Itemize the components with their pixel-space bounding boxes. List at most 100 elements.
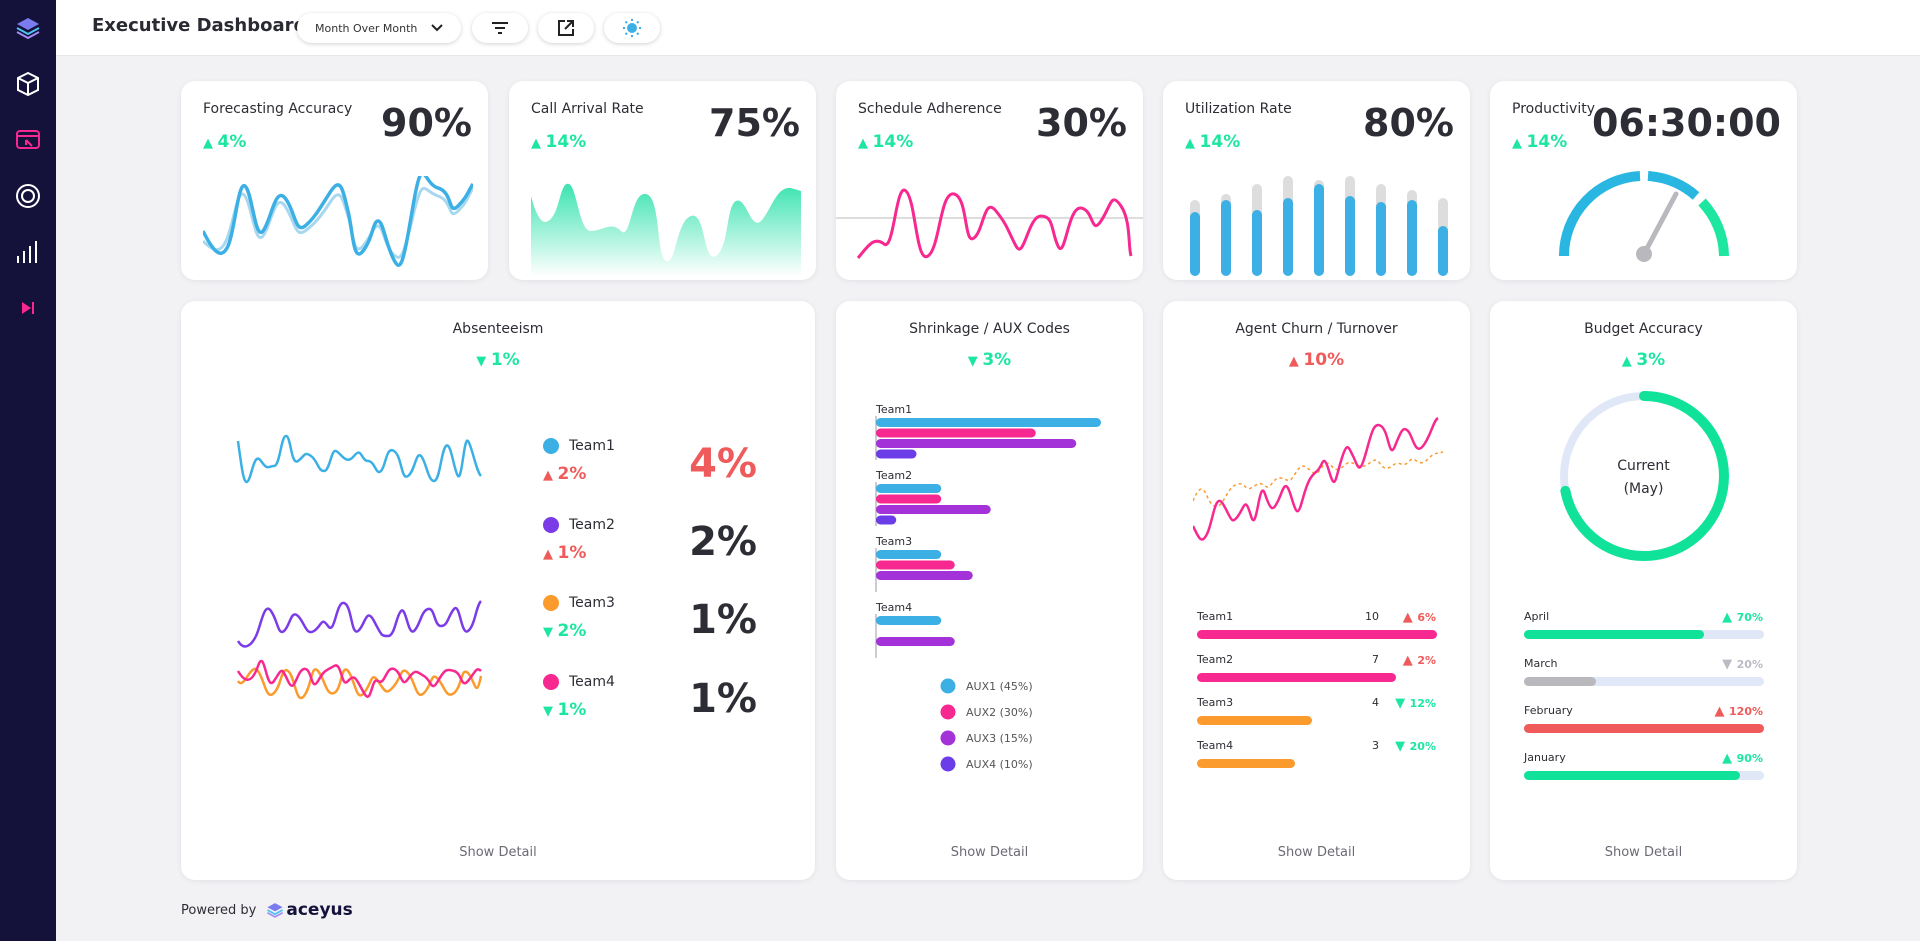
kpi-card-forecasting[interactable]: Forecasting Accuracy 90% 4% — [181, 81, 488, 280]
shrinkage-bar — [876, 571, 973, 580]
card-title: Absenteeism — [452, 321, 544, 337]
card-delta: 10% — [1163, 350, 1470, 370]
kpi-value: 06:30:00 — [1591, 101, 1781, 145]
kpi-card-schedule-adherence[interactable]: Schedule Adherence 30% 14% — [836, 81, 1143, 280]
churn-row-bar — [1197, 759, 1295, 768]
filter-button[interactable] — [472, 13, 528, 43]
productivity-gauge — [1558, 171, 1729, 262]
team1-name: Team1 — [569, 438, 615, 454]
period-select[interactable]: Month Over Month — [297, 13, 461, 43]
shrinkage-bar — [876, 484, 942, 493]
category-label: Team3 — [875, 535, 912, 548]
legend-dot — [940, 730, 956, 746]
page-title: Executive Dashboard — [92, 15, 307, 36]
shrinkage-bar — [876, 550, 942, 559]
budget-row-name: March — [1524, 657, 1558, 670]
budget-row-delta: 90% — [1703, 751, 1763, 766]
forecasting-sparkline — [203, 176, 473, 267]
kpi-value: 90% — [381, 101, 472, 145]
team3-dot — [543, 595, 559, 611]
shrinkage-bar — [876, 637, 955, 646]
churn-row-value: 10 — [1365, 610, 1379, 623]
kpi-title: Schedule Adherence — [858, 101, 1002, 117]
card-delta: 1% — [181, 350, 815, 370]
kpi-title: Utilization Rate — [1185, 101, 1292, 117]
kpi-delta: 14% — [531, 132, 587, 152]
team4-dot — [543, 674, 559, 690]
budget-donut-gauge — [1559, 391, 1729, 561]
budget-row-bar — [1524, 677, 1596, 686]
display-icon[interactable] — [14, 126, 42, 154]
theme-button[interactable] — [604, 13, 660, 43]
kpi-card-productivity[interactable]: Productivity 06:30:00 14% — [1490, 81, 1797, 280]
brand-name: aceyus — [286, 900, 353, 920]
churn-row-name: Team2 — [1197, 653, 1234, 666]
legend-label: AUX4 (10%) — [966, 758, 1033, 771]
shrinkage-bar — [876, 515, 897, 525]
budget-row-bar — [1524, 771, 1740, 780]
budget-row-track — [1524, 677, 1764, 686]
legend-label: AUX1 (45%) — [966, 680, 1033, 693]
churn-line-chart — [1193, 416, 1443, 541]
budget-card[interactable]: Budget Accuracy 3% Current (May) April 7… — [1490, 301, 1797, 880]
legend-dot — [940, 704, 956, 720]
absenteeism-card[interactable]: Absenteeism 1% Team1 2% 4% Team2 1% 2% T… — [181, 301, 815, 880]
churn-row-name: Team4 — [1197, 739, 1234, 752]
powered-by-label: Powered by — [181, 902, 257, 918]
budget-row-name: February — [1524, 704, 1573, 717]
show-detail-link[interactable]: Show Detail — [1277, 845, 1356, 860]
churn-row-delta: 6% — [1376, 610, 1436, 625]
show-detail-link[interactable]: Show Detail — [950, 845, 1029, 860]
kpi-value: 75% — [709, 101, 800, 145]
shrinkage-bar — [876, 616, 942, 625]
kpi-value: 30% — [1036, 101, 1127, 145]
budget-center-label: Current (May) — [1490, 455, 1797, 501]
kpi-card-call-arrival[interactable]: Call Arrival Rate 75% 14% — [509, 81, 816, 280]
team2-dot — [543, 517, 559, 533]
cube-icon[interactable] — [14, 70, 42, 98]
churn-row-delta: 12% — [1376, 696, 1436, 711]
legend-label: AUX2 (30%) — [966, 706, 1033, 719]
schedule-adherence-line-chart — [836, 188, 1143, 259]
show-detail-link[interactable]: Show Detail — [1604, 845, 1683, 860]
kpi-card-utilization[interactable]: Utilization Rate 80% 14% — [1163, 81, 1470, 280]
budget-row-delta: 20% — [1703, 657, 1763, 672]
team3-value: 1% — [689, 597, 757, 643]
export-button[interactable] — [538, 13, 594, 43]
team4-name: Team4 — [569, 674, 615, 690]
show-detail-link[interactable]: Show Detail — [459, 845, 537, 860]
budget-center-line1: Current — [1617, 458, 1670, 474]
shrinkage-bar — [876, 505, 991, 514]
team4-delta: 1% — [543, 700, 587, 720]
card-title: Shrinkage / AUX Codes — [909, 321, 1070, 337]
churn-row-delta: 20% — [1376, 739, 1436, 754]
chevron-down-icon — [431, 24, 443, 32]
shrinkage-bar-chart: Team1 Team2 Team3 Team4 AUX1 (45%) AUX2 (30%)… — [875, 403, 1101, 772]
kpi-title: Call Arrival Rate — [531, 101, 644, 117]
bar-chart-icon[interactable] — [14, 238, 42, 266]
team3-name: Team3 — [569, 595, 615, 611]
team2-delta: 1% — [543, 543, 587, 563]
card-title: Agent Churn / Turnover — [1235, 321, 1398, 337]
aceyus-logo-icon — [267, 903, 284, 918]
team2-name: Team2 — [569, 517, 615, 533]
category-label: Team4 — [875, 601, 912, 614]
churn-card[interactable]: Agent Churn / Turnover 10% Team1 10 6% T… — [1163, 301, 1470, 880]
team2-value: 2% — [689, 519, 757, 565]
budget-row-delta: 120% — [1703, 704, 1763, 719]
target-icon[interactable] — [14, 182, 42, 210]
category-label: Team2 — [875, 469, 912, 482]
shrinkage-card[interactable]: Shrinkage / AUX Codes 3% Team1 Team2 Team3… — [836, 301, 1143, 880]
churn-row-name: Team1 — [1197, 610, 1234, 623]
legend-dot — [940, 756, 956, 772]
layers-icon[interactable] — [14, 14, 42, 42]
shrinkage-bar — [876, 418, 1101, 427]
kpi-title: Productivity — [1512, 101, 1595, 117]
churn-row-bar — [1197, 630, 1437, 639]
skip-forward-icon[interactable] — [14, 294, 42, 322]
budget-row-name: January — [1524, 751, 1566, 764]
utilization-bar-chart — [1190, 176, 1448, 276]
churn-row-value: 4 — [1372, 696, 1379, 709]
churn-row-delta: 2% — [1376, 653, 1436, 668]
churn-row-value: 7 — [1372, 653, 1379, 666]
